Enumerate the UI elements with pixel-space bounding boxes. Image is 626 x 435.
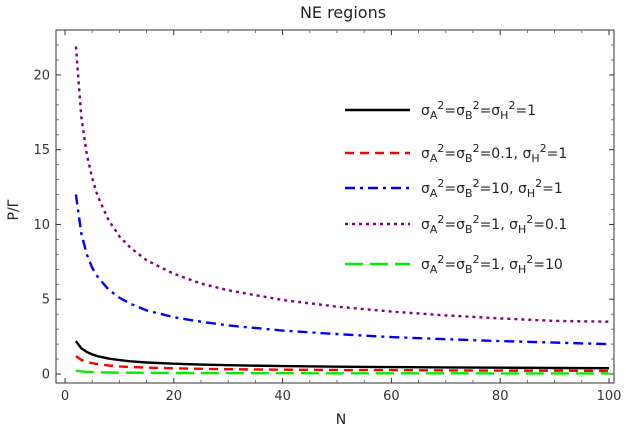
chart-title: NE regions bbox=[300, 3, 386, 22]
legend-label-part: 2 bbox=[473, 177, 480, 190]
plot-frame bbox=[55, 29, 615, 384]
legend-label-5: σA2=σB2=1, σH2=10 bbox=[421, 253, 563, 276]
series-line-5 bbox=[75, 369, 609, 375]
legend-label-part: =1, σ bbox=[480, 217, 519, 233]
legend-label-1: σA2=σB2=σH2=1 bbox=[421, 99, 536, 122]
legend-label-part: H bbox=[500, 109, 508, 122]
x-tick-label: 40 bbox=[274, 389, 291, 404]
legend-label-part: =σ bbox=[444, 181, 465, 197]
legend-label-part: 2 bbox=[437, 213, 444, 226]
legend-label-part: =σ bbox=[444, 217, 465, 233]
legend-label-part: =σ bbox=[444, 257, 465, 273]
legend-label-part: A bbox=[430, 187, 438, 200]
y-tick-label: 20 bbox=[33, 68, 50, 83]
legend-label-part: 2 bbox=[437, 253, 444, 266]
legend-label-part: =0.1, σ bbox=[480, 146, 532, 162]
series-line-3 bbox=[74, 194, 610, 346]
legend-label-part: 2 bbox=[473, 253, 480, 266]
legend-label-part: =10 bbox=[533, 257, 563, 273]
legend-label-part: 2 bbox=[473, 213, 480, 226]
x-tick-label: 80 bbox=[492, 389, 509, 404]
legend-label-part: =1, σ bbox=[480, 257, 519, 273]
legend-label-part: 2 bbox=[473, 142, 480, 155]
legend-label-3: σA2=σB2=10, σH2=1 bbox=[421, 177, 563, 200]
legend-label-part: H bbox=[518, 223, 526, 236]
legend-label-part: B bbox=[465, 223, 473, 236]
legend-label-part: 2 bbox=[473, 99, 480, 112]
legend-label-part: =10, σ bbox=[480, 181, 527, 197]
legend-label-part: 2 bbox=[540, 142, 547, 155]
legend-label-part: A bbox=[430, 263, 438, 276]
legend-label-part: 2 bbox=[526, 253, 533, 266]
axis-ticks: 0 20 40 60 80 100 0 5 10 15 20 bbox=[33, 30, 621, 404]
legend-label-part: σ bbox=[421, 217, 430, 233]
legend-label-part: A bbox=[430, 152, 438, 165]
y-tick-label: 10 bbox=[33, 218, 50, 233]
legend-label-part: =σ bbox=[444, 103, 465, 119]
y-tick-label: 5 bbox=[42, 293, 50, 308]
legend-label-part: =σ bbox=[444, 146, 465, 162]
legend-label-4: σA2=σB2=1, σH2=0.1 bbox=[421, 213, 567, 236]
legend-label-part: σ bbox=[421, 146, 430, 162]
legend-label-part: B bbox=[465, 152, 473, 165]
x-tick-label: 60 bbox=[383, 389, 400, 404]
legend-label-part: =1 bbox=[542, 181, 563, 197]
legend-label-part: H bbox=[527, 187, 535, 200]
legend-label-part: B bbox=[465, 109, 473, 122]
legend-label-2: σA2=σB2=0.1, σH2=1 bbox=[421, 142, 567, 165]
legend-label-part: 2 bbox=[526, 213, 533, 226]
x-tick-label: 20 bbox=[166, 389, 183, 404]
legend-label-part: =1 bbox=[515, 103, 536, 119]
legend-label-part: =1 bbox=[547, 146, 568, 162]
legend-label-part: A bbox=[430, 223, 438, 236]
legend-label-part: =0.1 bbox=[533, 217, 567, 233]
legend-label-part: =σ bbox=[480, 103, 501, 119]
y-tick-label: 15 bbox=[33, 143, 50, 158]
series-line-2 bbox=[75, 355, 610, 373]
series-line-4 bbox=[74, 46, 610, 323]
series-layer bbox=[74, 46, 610, 375]
legend-label-part: σ bbox=[421, 103, 430, 119]
x-tick-label: 100 bbox=[597, 389, 622, 404]
legend-label-part: B bbox=[465, 187, 473, 200]
legend-label-part: 2 bbox=[437, 142, 444, 155]
x-tick-label: 0 bbox=[61, 389, 69, 404]
legend-label-part: 2 bbox=[508, 99, 515, 112]
x-axis-title: N bbox=[336, 412, 346, 428]
legend-label-part: H bbox=[518, 263, 526, 276]
legend-label-part: H bbox=[531, 152, 539, 165]
legend-label-part: σ bbox=[421, 257, 430, 273]
legend-label-part: B bbox=[465, 263, 473, 276]
y-axis-title: P/Γ bbox=[6, 199, 22, 220]
series-line-1 bbox=[74, 340, 610, 370]
y-tick-label: 0 bbox=[42, 368, 50, 383]
legend-label-part: A bbox=[430, 109, 438, 122]
legend-label-part: 2 bbox=[437, 99, 444, 112]
legend-label-part: σ bbox=[421, 181, 430, 197]
legend-label-part: 2 bbox=[437, 177, 444, 190]
legend-label-part: 2 bbox=[535, 177, 542, 190]
